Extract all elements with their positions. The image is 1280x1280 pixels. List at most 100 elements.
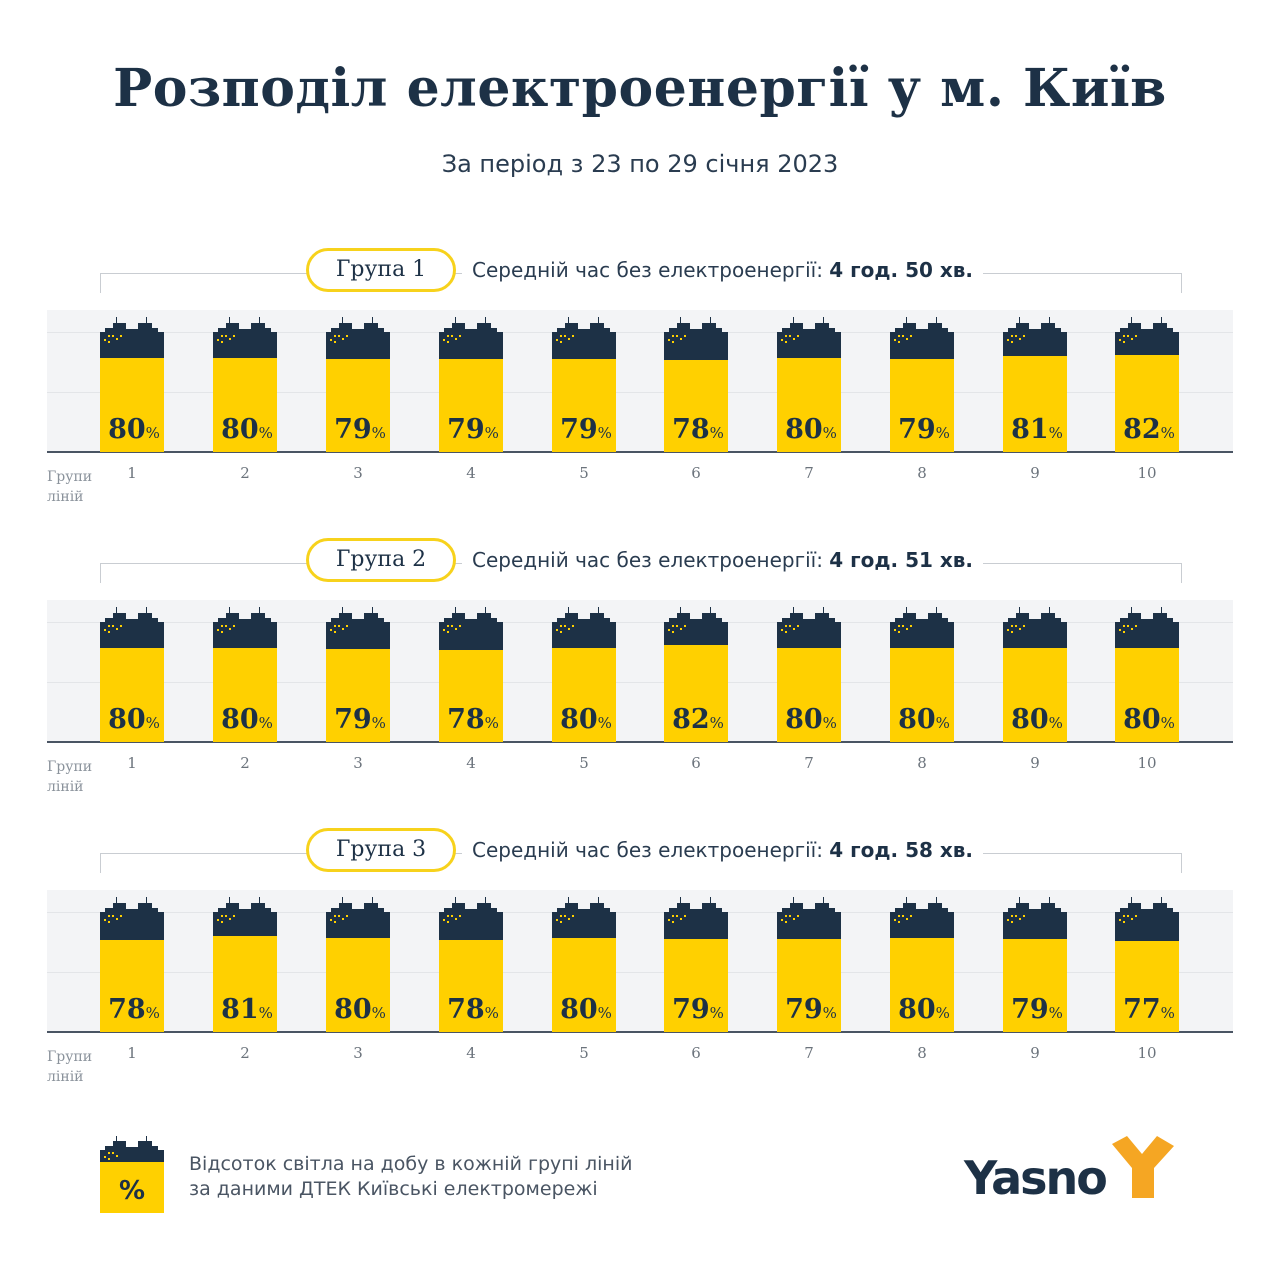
average-label: Середній час без електроенергії: — [472, 838, 823, 862]
bar-dark-part — [664, 897, 728, 939]
bar-building — [213, 317, 277, 452]
value-unit: % — [822, 424, 837, 442]
bar-building — [213, 897, 277, 1032]
bar-building — [552, 607, 616, 742]
bar-light-fill — [890, 938, 954, 1032]
bar-building — [213, 607, 277, 742]
bar-building — [777, 317, 841, 452]
bar-building — [1115, 607, 1179, 742]
x-tick-label: 1 — [127, 464, 137, 482]
bar-dark-part — [1003, 897, 1067, 939]
value-number: 79 — [334, 414, 372, 445]
x-tick-label: 3 — [353, 464, 363, 482]
bar-value-label: 80% — [546, 704, 626, 735]
bar-light-fill — [1115, 355, 1179, 452]
bar-value-label: 79% — [884, 414, 964, 445]
page-subtitle: За період з 23 по 29 січня 2023 — [441, 150, 839, 178]
x-axis-label: Групи ліній — [47, 759, 93, 795]
x-axis-label: Групи ліній — [47, 469, 93, 505]
value-number: 80 — [785, 414, 823, 445]
bar-dark-part — [552, 607, 616, 648]
value-unit: % — [1048, 714, 1063, 732]
x-tick-label: 8 — [917, 1044, 927, 1062]
x-tick-label: 6 — [691, 1044, 701, 1062]
bar-dark-part — [326, 317, 390, 359]
value-number: 79 — [1011, 994, 1049, 1025]
window-lights — [217, 625, 235, 633]
bar-dark-part — [326, 607, 390, 649]
gridline — [47, 332, 1233, 333]
bar-building — [890, 317, 954, 452]
bar-dark-part — [1003, 317, 1067, 356]
bar-value-label: 80% — [771, 704, 851, 735]
x-tick-label: 7 — [804, 754, 814, 772]
value-number: 78 — [447, 994, 485, 1025]
bar-value-label: 80% — [320, 994, 400, 1025]
value-unit: % — [709, 424, 724, 442]
x-tick-label: 10 — [1137, 464, 1157, 482]
value-unit: % — [1160, 1004, 1175, 1022]
x-tick-label: 3 — [353, 1044, 363, 1062]
bar-dark-part — [213, 897, 277, 936]
bar-value-label: 79% — [546, 414, 626, 445]
x-tick-label: 2 — [240, 464, 250, 482]
bar-building — [890, 897, 954, 1032]
bar-light-fill — [890, 359, 954, 452]
bar-light-fill — [100, 358, 164, 452]
bar-building — [439, 317, 503, 452]
gridline — [47, 912, 1233, 913]
value-number: 80 — [221, 704, 259, 735]
bar-dark-part — [890, 897, 954, 938]
value-number: 78 — [108, 994, 146, 1025]
average-outage: Середній час без електроенергії: 4 год. … — [462, 252, 984, 288]
bar-light-fill — [439, 650, 503, 742]
window-lights — [217, 915, 235, 923]
x-tick-label: 2 — [240, 754, 250, 772]
bar-light-fill — [213, 648, 277, 742]
x-tick-label: 5 — [579, 464, 589, 482]
bar-building — [326, 897, 390, 1032]
window-lights — [556, 625, 574, 633]
bar-light-fill — [1115, 941, 1179, 1032]
bar-value-label: 82% — [1109, 414, 1189, 445]
bar-light-fill — [552, 938, 616, 1032]
bar-building — [100, 897, 164, 1032]
x-tick-label: 6 — [691, 754, 701, 772]
bar-value-label: 78% — [433, 994, 513, 1025]
value-number: 79 — [560, 414, 598, 445]
window-lights — [443, 335, 461, 343]
x-tick-label: 7 — [804, 1044, 814, 1062]
window-lights — [104, 335, 122, 343]
bar-dark-part — [1115, 317, 1179, 355]
bar-dark-part — [100, 897, 164, 940]
window-lights — [1007, 625, 1025, 633]
value-unit: % — [484, 1004, 499, 1022]
bar-building — [1115, 897, 1179, 1032]
average-value: 4 год. 50 хв. — [829, 258, 974, 282]
bar-value-label: 81% — [207, 994, 287, 1025]
baseline-axis — [47, 741, 1233, 743]
bar-dark-part — [213, 317, 277, 358]
x-tick-label: 5 — [579, 754, 589, 772]
bar-light-fill — [213, 358, 277, 452]
group-title-pill: Група 2 — [306, 538, 456, 582]
bar-light-fill — [213, 936, 277, 1032]
x-tick-label: 1 — [127, 1044, 137, 1062]
window-lights — [556, 335, 574, 343]
value-unit: % — [1048, 424, 1063, 442]
window-lights — [668, 625, 686, 633]
value-number: 80 — [1011, 704, 1049, 735]
value-unit: % — [371, 1004, 386, 1022]
value-number: 80 — [560, 994, 598, 1025]
bar-light-fill — [439, 940, 503, 1032]
bar-value-label: 80% — [546, 994, 626, 1025]
value-unit: % — [597, 424, 612, 442]
yasno-logo-icon: Yasno — [963, 1136, 1174, 1205]
value-number: 82 — [672, 704, 710, 735]
bar-building — [777, 897, 841, 1032]
bar-dark-part — [777, 607, 841, 648]
value-unit: % — [258, 424, 273, 442]
value-number: 78 — [447, 704, 485, 735]
bar-light-fill — [664, 939, 728, 1032]
bar-light-fill — [326, 359, 390, 452]
